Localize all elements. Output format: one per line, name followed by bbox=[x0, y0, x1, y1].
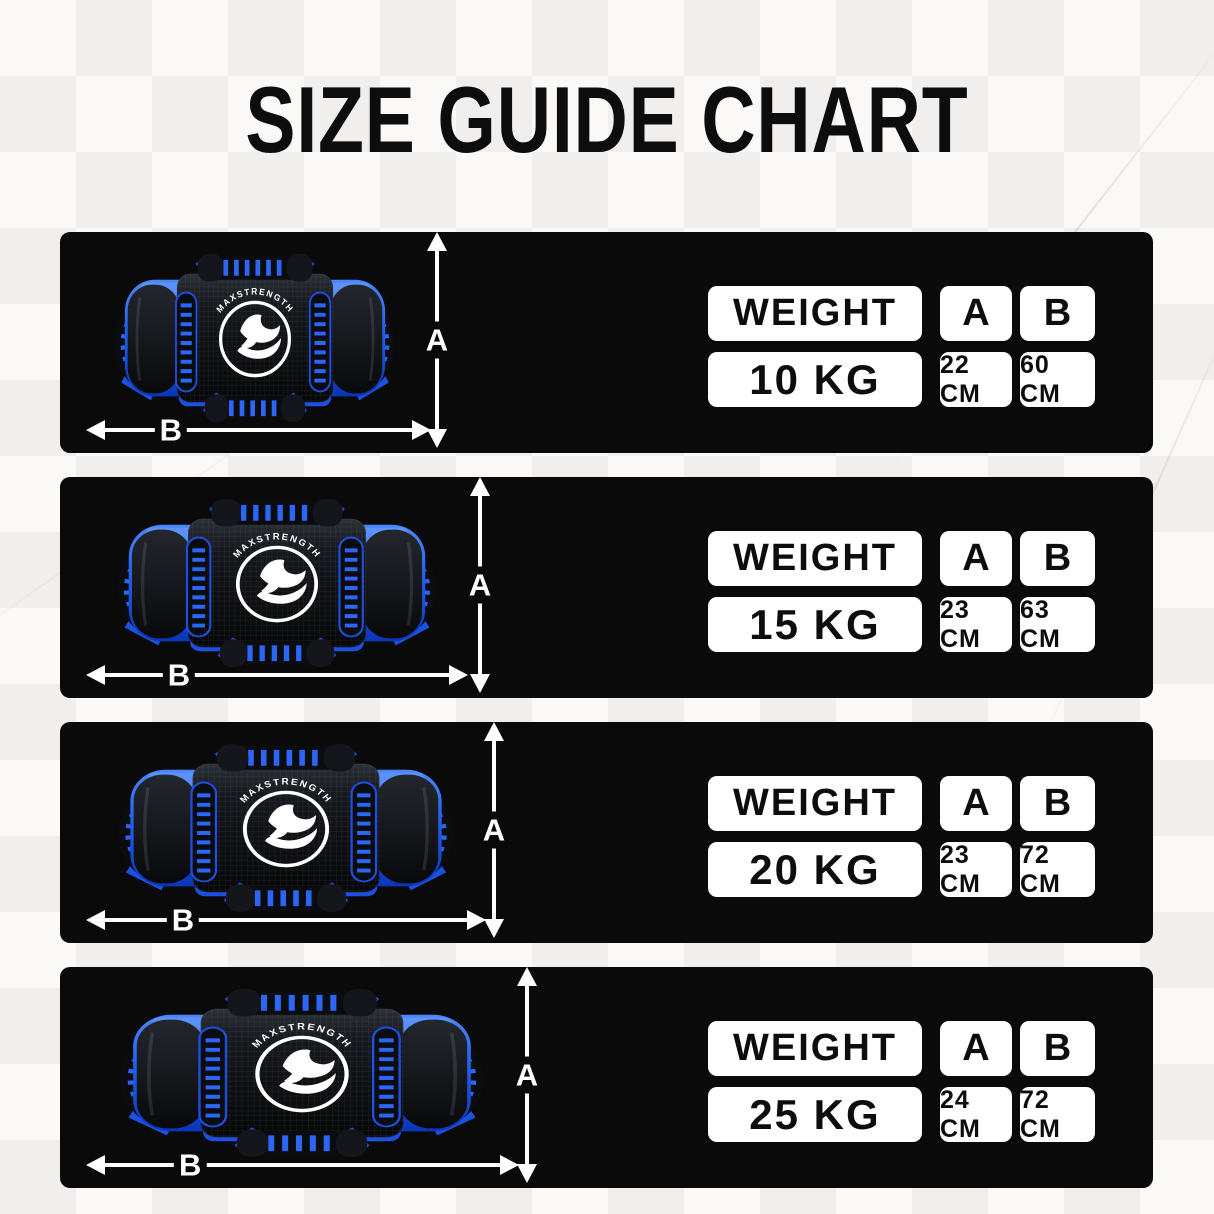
weight-value-cell: 15 KG bbox=[708, 597, 922, 652]
weight-value-cell: 20 KG bbox=[708, 842, 922, 897]
b-value-cell: 63 CM bbox=[1020, 596, 1095, 653]
size-row-25kg: A B WEIGHT A B 25 KG 24 CM 72 CM bbox=[60, 967, 1153, 1188]
dim-b-label: B bbox=[174, 1146, 207, 1184]
weight-value-cell: 25 KG bbox=[708, 1087, 922, 1142]
a-value-cell: 23 CM bbox=[940, 596, 1012, 653]
col-a-header-cell: A bbox=[940, 531, 1012, 586]
weight-header-cell: WEIGHT bbox=[708, 1021, 922, 1076]
size-row-10kg: A B WEIGHT A B 10 KG 22 CM 60 CM bbox=[60, 232, 1153, 453]
dim-b-label: B bbox=[166, 901, 200, 939]
dim-a-label: A bbox=[463, 566, 497, 604]
powerbag-image bbox=[97, 987, 507, 1165]
b-value-cell: 60 CM bbox=[1020, 351, 1095, 408]
weight-value-cell: 10 KG bbox=[708, 352, 922, 407]
b-value-cell: 72 CM bbox=[1020, 841, 1095, 898]
col-b-header-cell: B bbox=[1020, 1021, 1095, 1076]
powerbag-image bbox=[97, 497, 457, 675]
dim-b-arrow: B bbox=[102, 1146, 503, 1184]
dim-b-label: B bbox=[154, 411, 188, 449]
a-value-cell: 24 CM bbox=[940, 1086, 1012, 1143]
weight-header-cell: WEIGHT bbox=[708, 286, 922, 341]
powerbag-image bbox=[97, 252, 413, 430]
dim-a-label: A bbox=[420, 321, 454, 359]
dim-a-arrow: A bbox=[477, 738, 511, 922]
dim-b-label: B bbox=[162, 656, 196, 694]
dim-b-arrow: B bbox=[102, 901, 470, 939]
size-row-20kg: A B WEIGHT A B 20 KG 23 CM 72 CM bbox=[60, 722, 1153, 943]
powerbag-image bbox=[97, 742, 475, 920]
a-value-cell: 23 CM bbox=[940, 841, 1012, 898]
dim-a-arrow: A bbox=[510, 983, 544, 1167]
col-a-header-cell: A bbox=[940, 286, 1012, 341]
col-b-header-cell: B bbox=[1020, 531, 1095, 586]
dim-a-arrow: A bbox=[463, 493, 497, 677]
weight-header-cell: WEIGHT bbox=[708, 776, 922, 831]
col-b-header-cell: B bbox=[1020, 286, 1095, 341]
col-a-header-cell: A bbox=[940, 776, 1012, 831]
dim-a-label: A bbox=[477, 811, 511, 849]
dim-b-arrow: B bbox=[102, 411, 415, 449]
page-title: SIZE GUIDE CHART bbox=[245, 67, 969, 172]
col-a-header-cell: A bbox=[940, 1021, 1012, 1076]
weight-header-cell: WEIGHT bbox=[708, 531, 922, 586]
dim-a-arrow: A bbox=[420, 248, 454, 432]
size-row-15kg: A B WEIGHT A B 15 KG 23 CM 63 CM bbox=[60, 477, 1153, 698]
b-value-cell: 72 CM bbox=[1020, 1086, 1095, 1143]
dim-a-label: A bbox=[510, 1056, 544, 1094]
col-b-header-cell: B bbox=[1020, 776, 1095, 831]
dim-b-arrow: B bbox=[102, 656, 452, 694]
a-value-cell: 22 CM bbox=[940, 351, 1012, 408]
